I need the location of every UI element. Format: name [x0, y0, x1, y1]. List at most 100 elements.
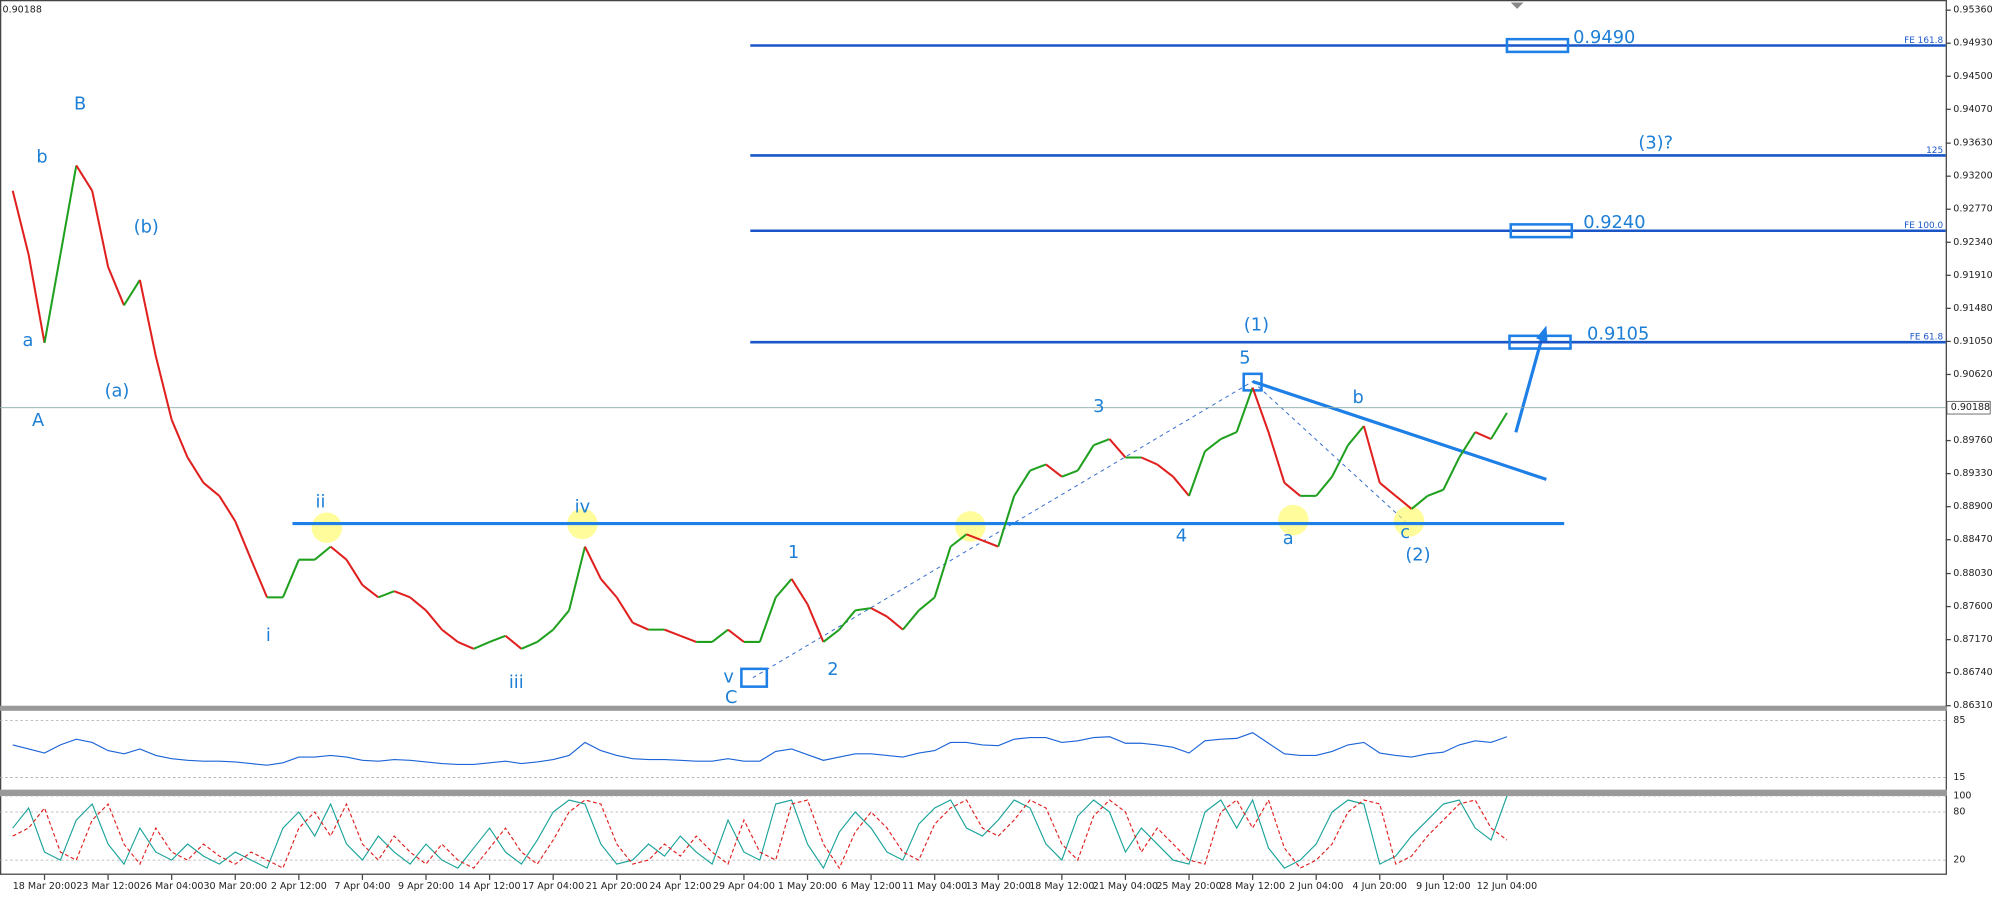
price-segment — [393, 590, 411, 599]
wave-label: i — [266, 625, 271, 646]
price-segment — [1061, 469, 1079, 478]
price-segment — [1490, 412, 1508, 440]
level-label: 0.9240 — [1583, 212, 1645, 233]
level-box — [1505, 37, 1570, 54]
price-segment — [138, 279, 157, 357]
arrow-head — [1536, 325, 1548, 344]
y-tick-label: 0.91480 — [1953, 303, 1992, 314]
price-segment — [615, 596, 634, 624]
marker-box — [740, 667, 769, 688]
price-segment — [1410, 495, 1429, 510]
x-tick-label: 12 Jun 04:00 — [1477, 881, 1537, 892]
price-segment — [1315, 476, 1333, 497]
price-segment — [711, 628, 729, 643]
price-segment — [774, 578, 793, 599]
price-segment — [870, 607, 888, 618]
price-segment — [679, 634, 697, 643]
y-tick-label: 0.92340 — [1953, 237, 1992, 248]
y-tick-label: 100 — [1953, 791, 1971, 802]
wave-label: (1) — [1244, 315, 1269, 336]
wave-label: 1 — [788, 542, 799, 563]
y-tick-label: 0.89330 — [1953, 468, 1992, 479]
price-segment — [1331, 444, 1349, 478]
price-segment — [1395, 495, 1413, 510]
price-segment — [949, 533, 968, 548]
y-tick-label: 0.87600 — [1953, 601, 1992, 612]
x-tick-label: 30 Mar 20:00 — [203, 881, 267, 892]
price-segment — [218, 495, 237, 522]
wave-label: iii — [509, 672, 524, 693]
price-segment — [790, 578, 809, 605]
y-tick-label: 20 — [1953, 855, 1965, 866]
price-segment — [997, 495, 1016, 547]
y-tick-label: 0.93200 — [1953, 171, 1992, 182]
y-tick-label: 0.91050 — [1953, 336, 1992, 347]
indicator-line — [12, 798, 1508, 870]
price-segment — [1204, 438, 1222, 453]
price-segment — [234, 520, 253, 561]
wave-label: (a) — [105, 381, 130, 402]
price-segment — [59, 165, 78, 255]
price-segment — [1013, 470, 1031, 497]
x-tick-label: 26 Mar 04:00 — [140, 881, 204, 892]
wave-label: B — [74, 93, 86, 114]
indicator-line — [12, 795, 1508, 870]
price-segment — [1093, 438, 1110, 447]
price-segment — [1474, 431, 1492, 440]
y-tick-label: 0.88470 — [1953, 534, 1992, 545]
y-tick-label: 80 — [1953, 807, 1965, 818]
price-segment — [425, 609, 443, 631]
price-segment — [1172, 476, 1190, 497]
price-segment — [377, 590, 395, 599]
price-segment — [473, 640, 491, 650]
price-segment — [806, 603, 825, 643]
last-price-corner: 0.90188 — [3, 5, 42, 16]
price-segment — [758, 597, 777, 643]
price-segment — [838, 609, 856, 631]
highlight — [1278, 504, 1309, 536]
y-tick-label: 0.89760 — [1953, 435, 1992, 446]
y-tick-label: 0.94070 — [1953, 104, 1992, 115]
price-segment — [727, 628, 745, 643]
wave-label: a — [23, 330, 34, 351]
shift-marker — [1510, 2, 1524, 9]
price-segment — [329, 545, 348, 561]
y-tick-label: 0.93630 — [1953, 138, 1992, 149]
price-segment — [1220, 431, 1238, 440]
price-segment — [918, 596, 936, 612]
arrow-shaft — [1514, 335, 1545, 433]
y-tick-label: 0.87170 — [1953, 634, 1992, 645]
price-segment — [1076, 444, 1095, 472]
panel-separator — [0, 789, 1947, 797]
level-box — [1508, 334, 1572, 350]
level-box — [1509, 223, 1574, 239]
price-segment — [600, 578, 618, 599]
price-segment — [886, 615, 904, 631]
y-tick-label: 0.88030 — [1953, 568, 1992, 579]
price-segment — [1045, 463, 1063, 478]
price-segment — [584, 546, 602, 580]
price-segment — [982, 539, 999, 548]
x-tick-label: 6 May 12:00 — [842, 881, 901, 892]
price-segment — [1427, 488, 1444, 497]
price-segment — [409, 596, 427, 612]
wave-label: 2 — [827, 659, 838, 680]
price-segment — [1458, 431, 1477, 459]
price-segment — [27, 254, 46, 344]
wave-label: 5 — [1239, 348, 1250, 369]
drawings — [311, 325, 1548, 688]
plot-frame — [0, 0, 1947, 875]
x-tick-label: 14 Apr 12:00 — [459, 881, 521, 892]
x-tick-label: 11 May 04:00 — [902, 881, 967, 892]
y-tick-label: 15 — [1953, 772, 1965, 783]
x-tick-label: 18 Mar 20:00 — [13, 881, 77, 892]
price-segment — [361, 584, 379, 599]
level-label: 0.9490 — [1573, 27, 1635, 48]
price-segment — [1251, 387, 1270, 433]
price-segment — [186, 456, 205, 484]
wave-label: C — [725, 687, 737, 708]
wave-label: b — [36, 147, 47, 168]
y-tick-label: 85 — [1953, 715, 1965, 726]
price-segment — [822, 628, 840, 643]
price-segment — [250, 559, 268, 598]
